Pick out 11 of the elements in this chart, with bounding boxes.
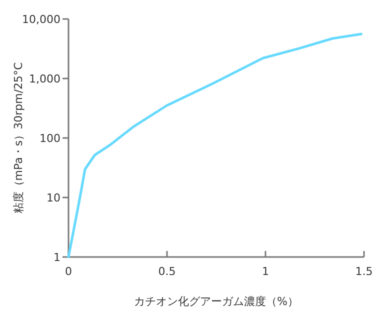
x-tick-label: 0: [65, 265, 72, 278]
y-tick-label: 10: [46, 192, 60, 204]
x-tick-label: 1.5: [355, 265, 373, 278]
y-tick-label: 1: [54, 251, 60, 264]
y-axis-title: 粘度（mPa・s）30rpm/25°C: [12, 62, 25, 214]
y-tick-label: 10,000: [22, 13, 60, 26]
x-axis-title: カチオン化グアーガム濃度（%）: [134, 295, 298, 308]
x-tick-label: 0.5: [158, 265, 176, 278]
y-tick-label: 1,000: [29, 72, 60, 86]
x-tick-label: 1: [262, 265, 269, 278]
y-tick-label: 100: [40, 132, 60, 145]
